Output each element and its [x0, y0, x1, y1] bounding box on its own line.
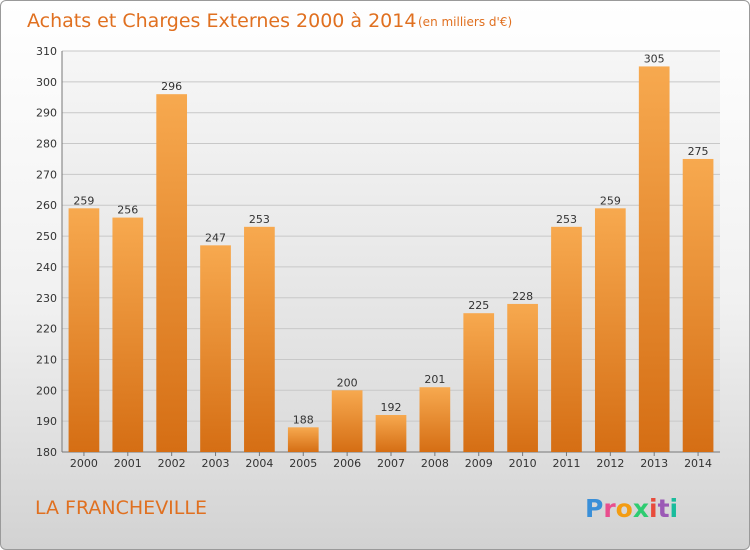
bar-value-label: 247 [205, 231, 226, 244]
bar [507, 303, 538, 452]
x-tick-label: 2005 [289, 457, 317, 470]
y-tick-label: 230 [36, 292, 57, 305]
bar-value-label: 275 [688, 145, 709, 158]
logo-letter: P [585, 494, 603, 523]
bar [112, 217, 144, 452]
bar-value-label: 305 [644, 52, 665, 65]
x-tick-label: 2012 [596, 457, 624, 470]
bar-value-label: 188 [293, 413, 314, 426]
y-tick-label: 260 [36, 199, 57, 212]
chart-title: Achats et Charges Externes 2000 à 2014 [27, 10, 416, 32]
y-axis: 180 190 200 210 220 230 240 250 260 270 280 290 300 3… [36, 45, 720, 459]
bar [156, 94, 188, 452]
bar [419, 387, 451, 452]
bar-value-label: 200 [337, 376, 358, 389]
logo-letter: x [633, 494, 649, 523]
y-tick-label: 180 [36, 446, 57, 459]
bar [638, 66, 670, 452]
logo-letter: t [658, 494, 670, 523]
y-tick-label: 280 [36, 138, 57, 151]
x-tick-label: 2001 [114, 457, 142, 470]
logo-letter: r [603, 494, 616, 523]
bar [200, 245, 231, 452]
x-tick-label: 2000 [70, 457, 98, 470]
proxiti-logo: Proxiti [585, 494, 678, 523]
y-tick-label: 310 [36, 45, 57, 58]
x-tick-label: 2011 [552, 457, 580, 470]
y-tick-label: 300 [36, 76, 57, 89]
bar [594, 208, 626, 452]
bar-value-label: 201 [424, 373, 445, 386]
bar [331, 390, 363, 452]
x-tick-label: 2009 [465, 457, 493, 470]
bar-value-label: 256 [117, 204, 138, 217]
logo-letter: i [670, 494, 679, 523]
bar [375, 414, 407, 452]
bar [682, 158, 714, 452]
bar-value-label: 253 [556, 213, 577, 226]
y-tick-label: 290 [36, 107, 57, 120]
y-tick-label: 200 [36, 384, 57, 397]
x-tick-label: 2006 [333, 457, 361, 470]
bar-value-label: 296 [161, 80, 182, 93]
y-tick-label: 190 [36, 415, 57, 428]
bar-value-label: 259 [600, 194, 621, 207]
bar [68, 208, 100, 452]
bar-value-label: 225 [468, 299, 489, 312]
y-tick-label: 210 [36, 353, 57, 366]
x-tick-label: 2008 [421, 457, 449, 470]
bar [287, 427, 319, 452]
x-tick-label: 2010 [509, 457, 537, 470]
x-tick-label: 2014 [684, 457, 712, 470]
bar [551, 226, 582, 452]
x-tick-label: 2004 [245, 457, 273, 470]
bar [244, 226, 275, 452]
bar [463, 313, 495, 452]
x-tick-label: 2002 [158, 457, 186, 470]
bar-value-label: 259 [73, 194, 94, 207]
chart-subtitle: (en milliers d'€) [418, 15, 512, 29]
y-tick-label: 270 [36, 168, 57, 181]
bar-value-label: 253 [249, 213, 270, 226]
logo-letter: i [649, 494, 658, 523]
y-tick-label: 250 [36, 230, 57, 243]
logo-letter: o [616, 494, 633, 523]
x-tick-label: 2013 [640, 457, 668, 470]
x-tick-label: 2007 [377, 457, 405, 470]
bar-value-label: 192 [381, 401, 402, 414]
y-tick-label: 220 [36, 323, 57, 336]
bar-value-label: 228 [512, 290, 533, 303]
x-tick-label: 2003 [202, 457, 230, 470]
y-tick-label: 240 [36, 261, 57, 274]
commune-name: LA FRANCHEVILLE [35, 497, 207, 519]
bars: 259 256 296 247 253 188 200 192 201 225 228 253 259 3… [68, 52, 714, 452]
x-axis: 2000 2001 2002 2003 2004 2005 2006 2007 2008 2009… [70, 452, 712, 470]
